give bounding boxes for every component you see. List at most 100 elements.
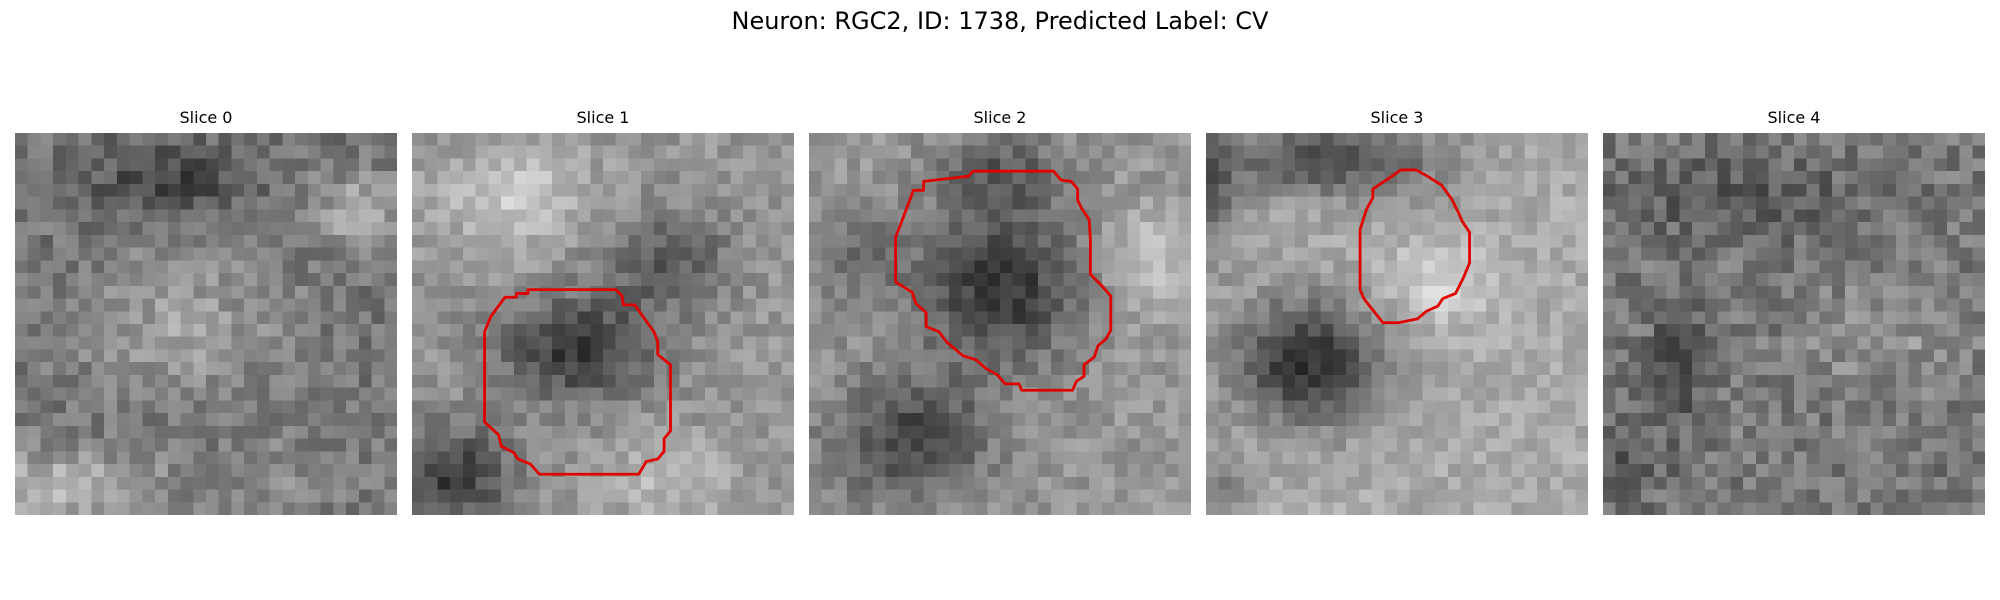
image-pixel <box>692 222 706 236</box>
image-pixel <box>1409 438 1423 452</box>
image-pixel <box>1653 196 1667 210</box>
image-pixel <box>961 311 975 325</box>
image-pixel <box>859 438 873 452</box>
image-pixel <box>1050 196 1064 210</box>
image-pixel <box>1101 311 1115 325</box>
image-pixel <box>936 298 950 312</box>
image-pixel <box>346 464 360 478</box>
image-pixel <box>590 311 604 325</box>
image-pixel <box>256 464 270 478</box>
image-pixel <box>692 425 706 439</box>
image-pixel <box>1679 349 1693 363</box>
image-pixel <box>961 476 975 490</box>
image-pixel <box>704 362 718 376</box>
image-pixel <box>987 374 1001 388</box>
image-pixel <box>1743 425 1757 439</box>
image-pixel <box>15 260 28 274</box>
image-pixel <box>1537 183 1551 197</box>
image-pixel <box>371 298 385 312</box>
image-pixel <box>1282 133 1296 146</box>
image-pixel <box>974 502 988 515</box>
image-pixel <box>1908 311 1922 325</box>
image-pixel <box>1218 324 1232 337</box>
image-pixel <box>603 285 616 299</box>
image-pixel <box>1231 400 1245 414</box>
image-pixel <box>1269 362 1283 376</box>
image-pixel <box>666 133 680 146</box>
image-pixel <box>1908 400 1922 414</box>
image-pixel <box>358 222 372 236</box>
image-pixel <box>1282 158 1296 172</box>
image-pixel <box>1333 145 1347 159</box>
image-pixel <box>1743 133 1757 146</box>
image-pixel <box>129 273 143 287</box>
image-pixel <box>1000 222 1013 236</box>
image-pixel <box>961 362 975 376</box>
image-pixel <box>1218 489 1232 503</box>
image-pixel <box>1140 273 1154 287</box>
image-pixel <box>501 336 515 350</box>
image-pixel <box>552 158 566 172</box>
image-pixel <box>949 133 963 146</box>
image-pixel <box>320 336 334 350</box>
image-pixel <box>1498 362 1512 376</box>
image-pixel <box>513 171 527 185</box>
image-pixel <box>1908 196 1922 210</box>
image-pixel <box>1704 196 1718 210</box>
image-pixel <box>1946 362 1960 376</box>
image-pixel <box>1320 183 1334 197</box>
image-pixel <box>1549 247 1563 261</box>
image-pixel <box>1498 374 1512 388</box>
image-pixel <box>564 502 578 515</box>
image-pixel <box>1755 183 1769 197</box>
image-pixel <box>1730 298 1744 312</box>
image-pixel <box>679 298 693 312</box>
image-pixel <box>1206 158 1219 172</box>
image-pixel <box>949 362 963 376</box>
image-pixel <box>1127 476 1141 490</box>
image-pixel <box>40 425 54 439</box>
image-pixel <box>244 476 258 490</box>
image-pixel <box>206 260 219 274</box>
image-pixel <box>1371 502 1385 515</box>
image-pixel <box>692 234 706 248</box>
image-pixel <box>526 145 540 159</box>
image-pixel <box>768 324 782 337</box>
image-pixel <box>1946 285 1960 299</box>
image-pixel <box>898 502 912 515</box>
image-pixel <box>1628 413 1642 427</box>
image-pixel <box>692 400 706 414</box>
image-pixel <box>1025 374 1039 388</box>
image-pixel <box>743 400 757 414</box>
image-pixel <box>1781 209 1795 223</box>
image-pixel <box>180 311 194 325</box>
image-pixel <box>872 183 886 197</box>
image-pixel <box>1473 196 1487 210</box>
image-pixel <box>1025 451 1039 465</box>
image-pixel <box>282 336 296 350</box>
image-pixel <box>129 362 143 376</box>
image-pixel <box>1409 234 1423 248</box>
image-pixel <box>539 336 553 350</box>
image-pixel <box>885 222 899 236</box>
image-pixel <box>1012 349 1026 363</box>
image-pixel <box>1231 171 1245 185</box>
image-pixel <box>730 196 744 210</box>
image-pixel <box>1218 260 1232 274</box>
image-pixel <box>116 451 130 465</box>
image-pixel <box>1730 476 1744 490</box>
image-pixel <box>1806 476 1820 490</box>
image-pixel <box>371 362 385 376</box>
image-pixel <box>269 298 283 312</box>
image-pixel <box>1486 196 1500 210</box>
image-pixel <box>1256 489 1270 503</box>
image-pixel <box>1781 234 1795 248</box>
image-pixel <box>1819 489 1833 503</box>
image-pixel <box>1743 311 1757 325</box>
image-pixel <box>1692 349 1706 363</box>
image-pixel <box>320 362 334 376</box>
image-pixel <box>1140 260 1154 274</box>
image-pixel <box>244 336 258 350</box>
image-pixel <box>1743 234 1757 248</box>
image-pixel <box>692 413 706 427</box>
